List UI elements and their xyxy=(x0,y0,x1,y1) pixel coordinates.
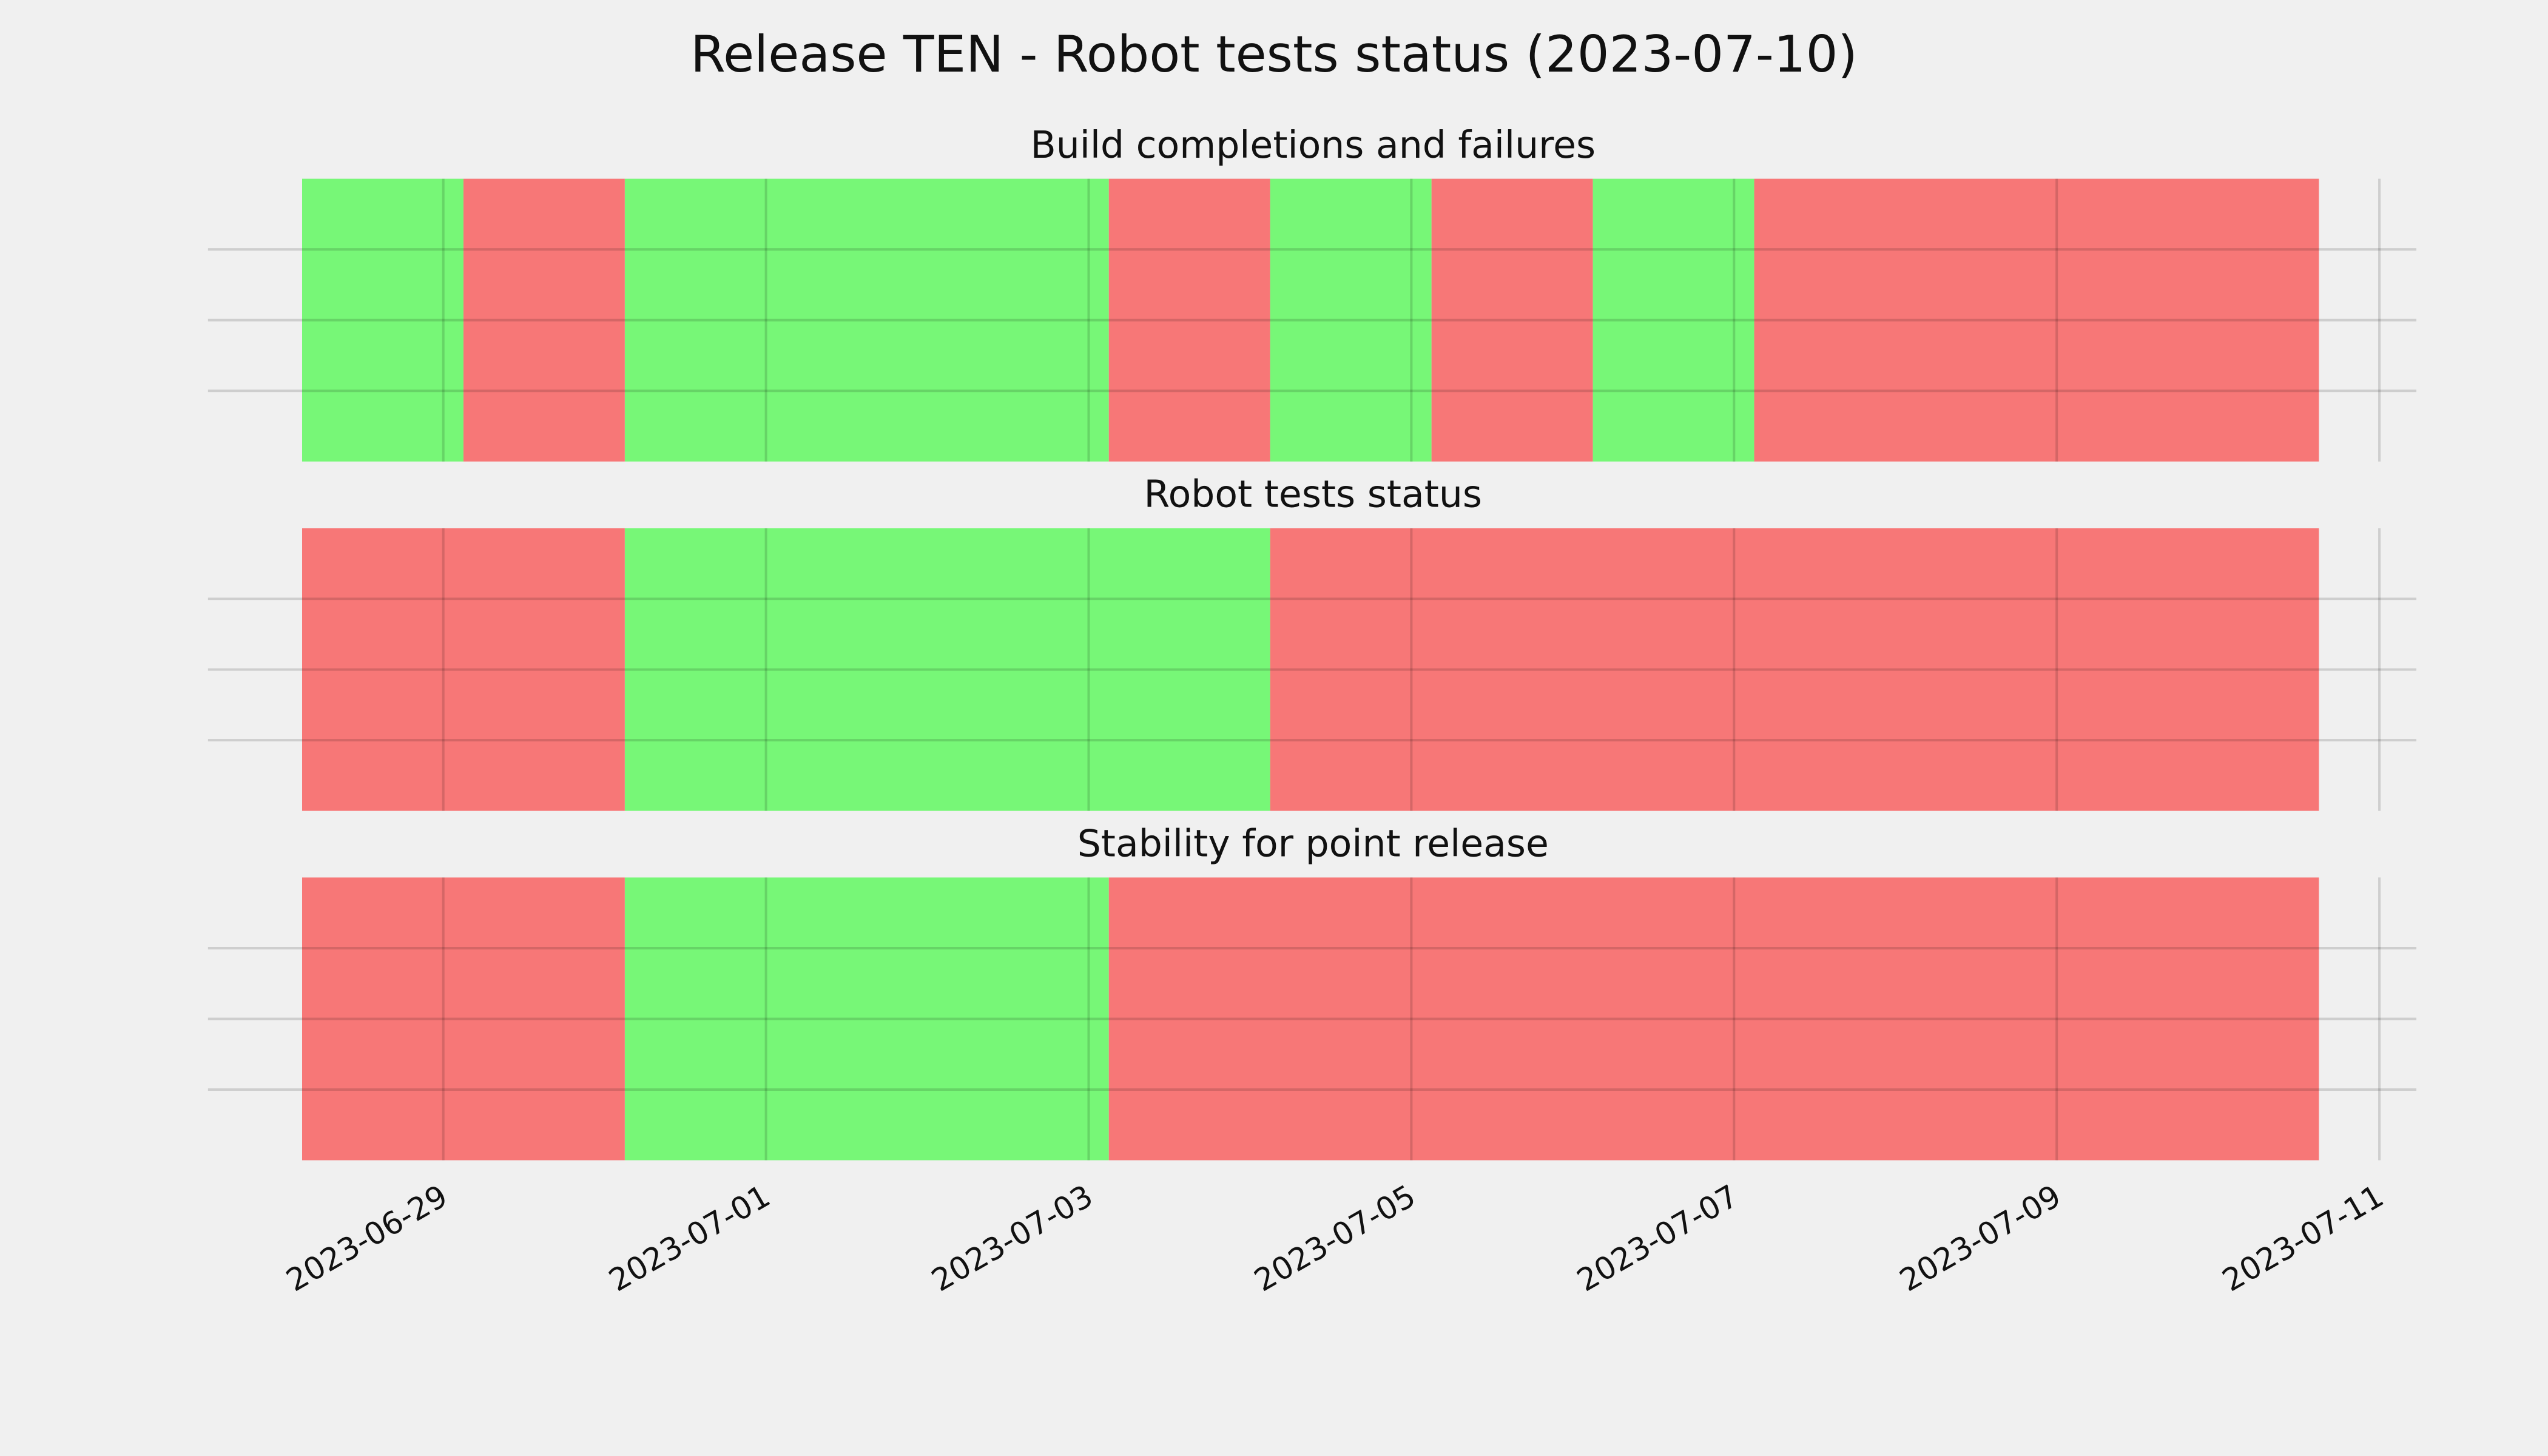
status-span xyxy=(302,178,463,462)
status-span xyxy=(463,178,625,462)
panel-title: Robot tests status xyxy=(1144,473,1482,516)
panel-title: Build completions and failures xyxy=(1030,123,1596,167)
status-span xyxy=(624,528,1270,811)
status-span xyxy=(1754,178,2319,462)
status-span xyxy=(624,178,1109,462)
status-span xyxy=(1108,877,2319,1161)
status-span xyxy=(302,528,625,811)
status-span xyxy=(1431,178,1593,462)
status-span xyxy=(1270,528,2319,811)
status-span xyxy=(302,877,625,1161)
figure-title: Release TEN - Robot tests status (2023-0… xyxy=(690,25,1858,84)
status-span xyxy=(624,877,1109,1161)
panel-title: Stability for point release xyxy=(1077,822,1549,866)
status-span xyxy=(1270,178,1432,462)
status-span xyxy=(1108,178,1270,462)
status-span xyxy=(1592,178,1754,462)
